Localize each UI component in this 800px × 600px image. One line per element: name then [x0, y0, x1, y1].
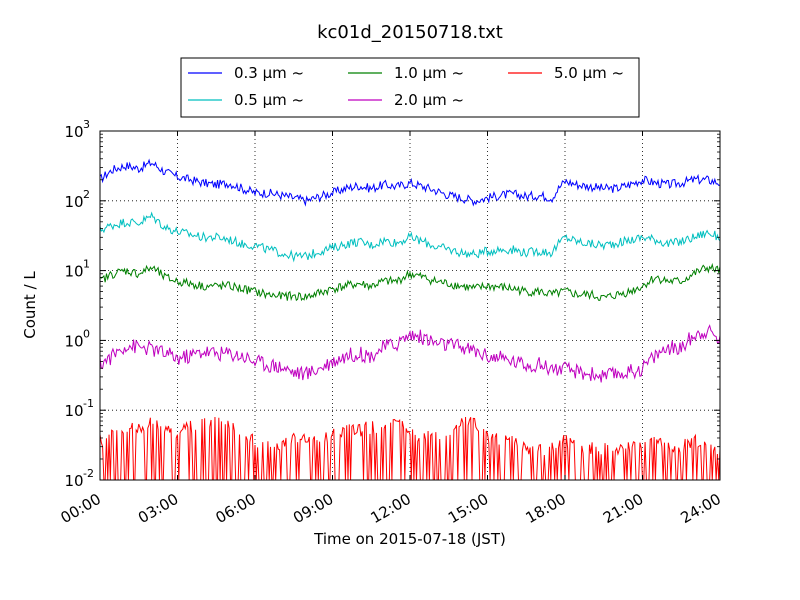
- series-line-1: [99, 211, 721, 263]
- y-tick-exponent: 2: [83, 188, 90, 201]
- x-tick-label: 06:00: [213, 490, 259, 527]
- legend-entry: 5.0 μm ~: [508, 64, 624, 82]
- series-line-0: [99, 158, 721, 207]
- legend: 0.3 μm ~ 0.5 μm ~ 1.0 μm ~ 2.0 μm ~ 5.0 μm ~: [180, 57, 640, 118]
- x-tick-label: 09:00: [290, 490, 336, 527]
- y-tick-base: 10: [64, 123, 83, 141]
- x-tick-label: 15:00: [445, 490, 491, 527]
- y-tick-exponent: 3: [83, 118, 90, 131]
- x-tick-label: 12:00: [368, 490, 414, 527]
- y-tick-label: 10 -1: [64, 397, 94, 420]
- y-tick-exponent: -1: [83, 397, 94, 410]
- x-tick-label: 00:00: [58, 490, 104, 527]
- x-tick-label: 03:00: [135, 490, 181, 527]
- x-tick-label: 21:00: [600, 490, 646, 527]
- y-tick-exponent: 1: [83, 258, 90, 271]
- y-tick-base: 10: [64, 263, 83, 281]
- y-tick-label: 10 0: [64, 327, 90, 350]
- legend-label: 1.0 μm ~: [394, 64, 464, 82]
- legend-label: 0.5 μm ~: [234, 91, 304, 109]
- y-tick-base: 10: [64, 402, 83, 420]
- y-tick-label: 10 3: [64, 118, 90, 141]
- chart-title: kc01d_20150718.txt: [317, 22, 503, 43]
- x-tick-label: 18:00: [523, 490, 569, 527]
- series-line-2: [99, 262, 721, 302]
- y-axis-label: Count / L: [21, 271, 39, 339]
- legend-label: 5.0 μm ~: [554, 64, 624, 82]
- y-tick-base: 10: [64, 193, 83, 211]
- legend-entry: 2.0 μm ~: [348, 91, 464, 109]
- legend-entry: 1.0 μm ~: [348, 64, 464, 82]
- ticks: [99, 130, 721, 481]
- y-tick-base: 10: [64, 472, 83, 490]
- plot-background: [100, 131, 720, 480]
- y-tick-base: 10: [64, 332, 83, 350]
- legend-entry: 0.5 μm ~: [188, 91, 304, 109]
- legend-entry: 0.3 μm ~: [188, 64, 304, 82]
- x-tick-labels: 00:00 03:00 06:00 09:00 12:00 15:00 18:00 21:00…: [58, 490, 724, 527]
- y-tick-label: 10 2: [64, 188, 90, 211]
- y-tick-label: 10 -2: [64, 467, 94, 490]
- y-tick-exponent: 0: [83, 327, 90, 340]
- grid: [100, 131, 720, 480]
- series-line-3: [99, 324, 721, 383]
- y-tick-label: 10 1: [64, 258, 90, 281]
- legend-label: 2.0 μm ~: [394, 91, 464, 109]
- legend-box: [180, 57, 640, 118]
- legend-label: 0.3 μm ~: [234, 64, 304, 82]
- x-tick-label: 24:00: [678, 490, 724, 527]
- plot-area: [99, 130, 721, 481]
- x-axis-label: Time on 2015-07-18 (JST): [313, 530, 506, 548]
- y-tick-exponent: -2: [83, 467, 94, 480]
